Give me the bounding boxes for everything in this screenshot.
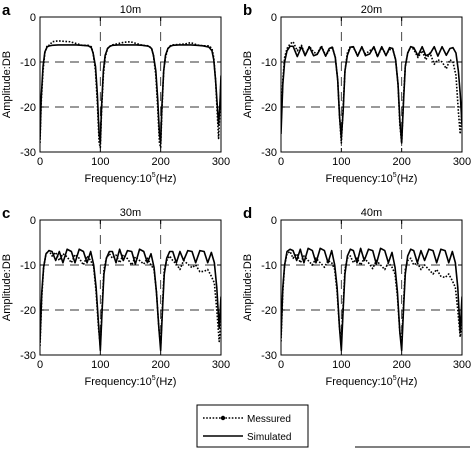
series-line-simulated: [40, 248, 221, 352]
y-tick-label: -20: [20, 102, 36, 114]
x-tick-label: 300: [453, 359, 471, 371]
panel-title: 20m: [361, 4, 382, 16]
panel-letter: d: [243, 205, 252, 222]
x-tick-label: 300: [453, 156, 471, 168]
x-tick-label: 0: [37, 359, 43, 371]
series-line-simulated: [40, 44, 221, 144]
x-tick-label: 300: [212, 156, 230, 168]
x-tick-label: 100: [91, 156, 109, 168]
panel-b: 0 100 200 300 -30 -20 -10 0 b 20m Frequency:105(Hz…: [242, 2, 471, 185]
y-tick-label: -10: [20, 260, 36, 272]
series-line-messured: [281, 250, 462, 343]
legend-label-simulated: Simulated: [247, 432, 291, 443]
panel-title: 40m: [361, 207, 382, 219]
x-axis-label: Frequency:105(Hz): [85, 172, 177, 185]
x-tick-label: 100: [332, 359, 350, 371]
x-tick-label: 0: [37, 156, 43, 168]
panel-letter: b: [243, 2, 252, 19]
y-tick-label: 0: [271, 12, 277, 24]
y-tick-label: -10: [20, 57, 36, 69]
y-axis-label: Amplitude:DB: [242, 254, 254, 321]
x-tick-label: 0: [278, 156, 284, 168]
x-tick-label: 200: [151, 156, 169, 168]
y-tick-label: -30: [20, 147, 36, 159]
x-tick-label: 300: [212, 359, 230, 371]
y-tick-label: -10: [261, 260, 277, 272]
y-tick-label: 0: [271, 215, 277, 227]
x-tick-label: 200: [392, 359, 410, 371]
x-axis-label: Frequency:105(Hz): [85, 375, 177, 388]
y-axis-label: Amplitude:DB: [1, 51, 13, 118]
y-tick-label: -20: [261, 102, 277, 114]
legend-label-messured: Messured: [247, 414, 291, 425]
panel-letter: c: [2, 205, 10, 222]
y-tick-label: -20: [20, 305, 36, 317]
plot-frame: [280, 219, 463, 356]
y-tick-label: -30: [261, 350, 277, 362]
series-line-messured: [281, 40, 462, 144]
x-axis-label: Frequency:105(Hz): [326, 172, 418, 185]
y-tick-label: -20: [261, 305, 277, 317]
plot-frame: [39, 219, 222, 356]
y-tick-label: -30: [20, 350, 36, 362]
x-tick-label: 100: [91, 359, 109, 371]
x-tick-label: 200: [392, 156, 410, 168]
legend: Messured Simulated: [196, 404, 309, 448]
x-tick-label: 0: [278, 359, 284, 371]
y-tick-label: -30: [261, 147, 277, 159]
panel-title: 30m: [120, 207, 141, 219]
y-axis-label: Amplitude:DB: [242, 51, 254, 118]
panel-letter: a: [2, 2, 11, 19]
y-tick-label: 0: [30, 12, 36, 24]
series-line-simulated: [281, 247, 462, 352]
series-line-simulated: [281, 45, 462, 144]
panel-c: 0 100 200 300 -30 -20 -10 0 c 30m Frequency:105(Hz…: [1, 205, 230, 388]
x-axis-label: Frequency:105(Hz): [326, 375, 418, 388]
plot-frame: [280, 16, 463, 153]
panel-d: 0 100 200 300 -30 -20 -10 0 d 40m Frequency:105(Hz…: [242, 205, 471, 388]
x-tick-label: 100: [332, 156, 350, 168]
y-axis-label: Amplitude:DB: [1, 254, 13, 321]
y-tick-label: -10: [261, 57, 277, 69]
x-tick-label: 200: [151, 359, 169, 371]
legend-marker: [220, 415, 226, 421]
plot-frame: [39, 16, 222, 153]
legend-box: [196, 404, 309, 448]
series-line-messured: [40, 40, 221, 149]
y-tick-label: 0: [30, 215, 36, 227]
panel-a: 0 100 200 300 -30 -20 -10 0 a 10m Frequency:105(Hz…: [1, 2, 230, 185]
panel-title: 10m: [120, 4, 141, 16]
